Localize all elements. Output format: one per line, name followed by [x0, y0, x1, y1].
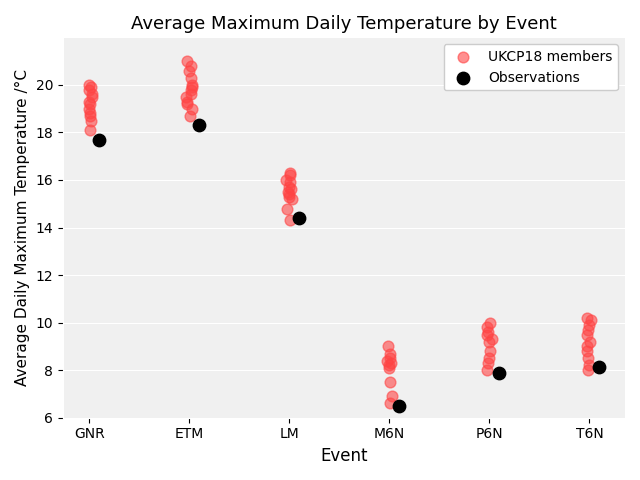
Point	[494, 369, 504, 376]
Point	[582, 348, 593, 355]
Point	[586, 316, 596, 324]
Point	[187, 81, 197, 89]
Point	[186, 86, 196, 94]
Point	[483, 359, 493, 367]
Point	[584, 361, 595, 369]
UKCP18 members	[84, 109, 95, 117]
Point	[483, 354, 493, 362]
UKCP18 members	[84, 81, 95, 89]
UKCP18 members	[86, 84, 96, 91]
Y-axis label: Average Daily Maximum Temperature /°C: Average Daily Maximum Temperature /°C	[15, 69, 30, 386]
Point	[383, 364, 394, 372]
Point	[182, 100, 192, 108]
Point	[387, 393, 397, 400]
Point	[582, 331, 593, 338]
UKCP18 members	[86, 93, 97, 101]
Point	[487, 336, 497, 343]
Point	[385, 378, 396, 386]
UKCP18 members	[87, 91, 97, 98]
UKCP18 members	[83, 86, 93, 94]
Point	[181, 93, 191, 101]
Point	[394, 402, 404, 409]
Point	[283, 188, 293, 196]
Point	[385, 359, 396, 367]
Point	[381, 357, 392, 364]
Point	[186, 62, 196, 70]
Point	[582, 326, 593, 334]
Point	[285, 171, 295, 179]
Observations	[94, 136, 104, 144]
UKCP18 members	[86, 117, 96, 124]
Point	[184, 112, 195, 120]
Point	[186, 74, 196, 82]
Point	[284, 183, 294, 191]
Point	[182, 98, 192, 106]
Point	[583, 354, 593, 362]
Point	[582, 343, 592, 350]
Point	[282, 176, 292, 184]
Point	[284, 191, 294, 198]
Point	[383, 343, 393, 350]
Point	[584, 321, 594, 329]
Point	[182, 57, 192, 65]
Point	[385, 400, 396, 408]
Point	[485, 319, 495, 326]
UKCP18 members	[84, 105, 94, 112]
Point	[285, 216, 295, 224]
Legend: UKCP18 members, Observations: UKCP18 members, Observations	[444, 44, 618, 90]
Title: Average Maximum Daily Temperature by Event: Average Maximum Daily Temperature by Eve…	[131, 15, 557, 33]
X-axis label: Event: Event	[320, 447, 368, 465]
Point	[384, 361, 394, 369]
Point	[186, 84, 196, 91]
Point	[385, 354, 396, 362]
Point	[483, 324, 493, 331]
Point	[482, 366, 492, 374]
Point	[482, 331, 492, 338]
Point	[585, 338, 595, 346]
Point	[583, 366, 593, 374]
Point	[286, 186, 296, 193]
Point	[483, 328, 493, 336]
UKCP18 members	[84, 98, 94, 106]
Point	[284, 193, 294, 201]
Point	[287, 195, 297, 203]
Point	[285, 169, 295, 177]
Point	[282, 204, 292, 212]
Point	[186, 91, 196, 98]
Point	[595, 363, 605, 371]
Point	[187, 105, 197, 112]
Point	[285, 179, 295, 186]
Point	[484, 338, 494, 346]
UKCP18 members	[84, 112, 95, 120]
Point	[385, 350, 396, 358]
Point	[194, 121, 204, 129]
Point	[294, 214, 305, 222]
UKCP18 members	[84, 126, 95, 134]
Point	[184, 67, 194, 74]
Point	[582, 314, 592, 322]
Point	[484, 348, 495, 355]
UKCP18 members	[85, 100, 95, 108]
